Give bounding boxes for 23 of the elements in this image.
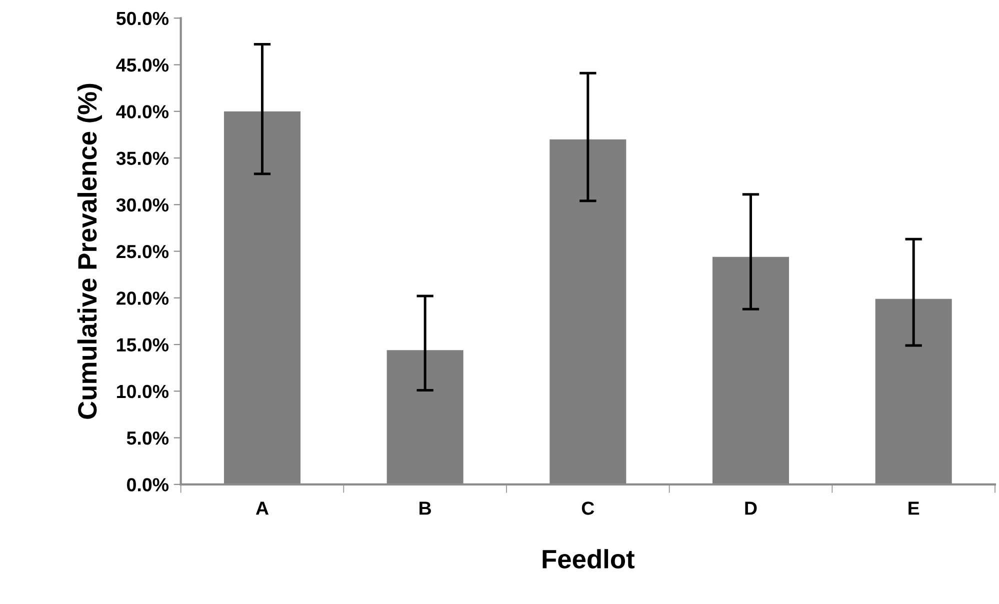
y-tick-label: 45.0% (116, 58, 169, 72)
y-tick-label: 40.0% (116, 105, 169, 118)
bar (712, 256, 790, 484)
x-axis-title: Feedlot (542, 549, 635, 568)
x-tick-label: A (256, 502, 269, 515)
y-tick-label: 35.0% (116, 152, 169, 166)
bar (386, 350, 464, 484)
x-tick-label: D (745, 502, 757, 515)
bar (224, 111, 301, 484)
y-tick-label: 0.0% (127, 478, 169, 492)
y-tick-label: 30.0% (116, 198, 169, 212)
x-tick-label: C (582, 502, 594, 515)
y-tick-label: 15.0% (117, 338, 169, 352)
x-tick-label: B (420, 502, 431, 515)
y-axis-title: Cumulative Prevalence (%) (77, 84, 102, 419)
y-tick-label: 20.0% (116, 292, 169, 305)
bar (875, 298, 952, 484)
x-tick-label: E (908, 502, 920, 515)
bar (550, 139, 626, 484)
y-tick-label: 50.0% (116, 12, 169, 26)
y-tick-label: 5.0% (126, 431, 169, 445)
y-tick-label: 25.0% (116, 244, 169, 258)
y-tick-label: 10.0% (117, 384, 169, 398)
